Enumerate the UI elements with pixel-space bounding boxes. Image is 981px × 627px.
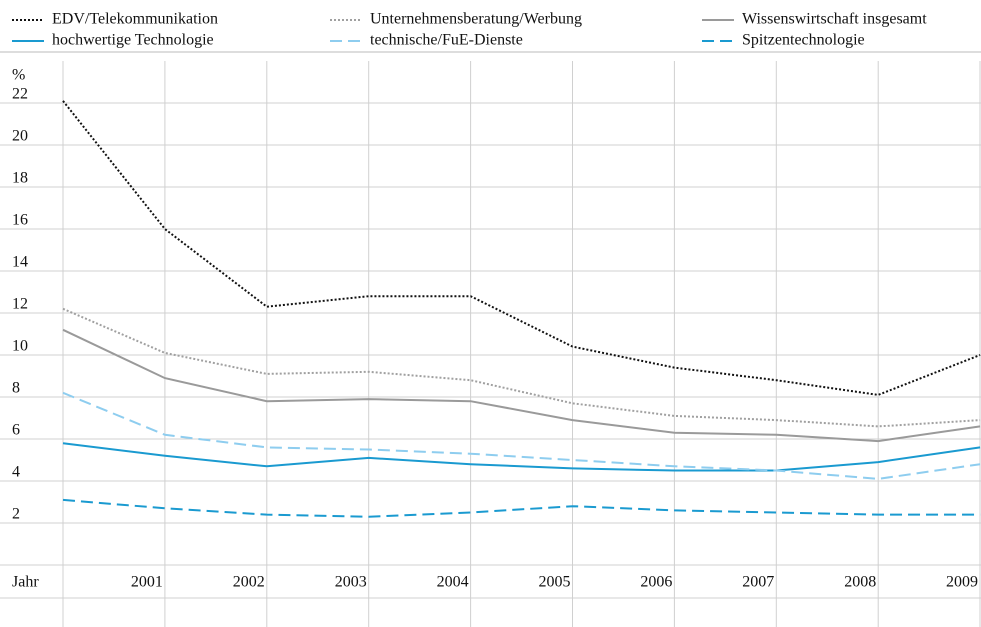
- series-line: [62, 307, 981, 428]
- legend-label: hochwertige Technologie: [52, 32, 214, 49]
- legend-label: Unternehmensberatung/Werbung: [370, 11, 582, 28]
- x-tick-label: 2001: [131, 574, 163, 591]
- y-tick-label: 14: [12, 254, 28, 271]
- x-axis-label: Jahr: [12, 574, 39, 591]
- series-line: [62, 328, 981, 443]
- x-tick-label: 2004: [437, 574, 469, 591]
- y-tick-label: 4: [12, 464, 20, 481]
- x-tick-label: 2003: [335, 574, 367, 591]
- y-tick-label: 8: [12, 380, 20, 397]
- series-line: [62, 100, 981, 396]
- y-tick-label: 18: [12, 170, 28, 187]
- y-axis-label: %: [12, 67, 25, 84]
- x-tick-label: 2009: [946, 574, 978, 591]
- x-tick-label: 2006: [640, 574, 672, 591]
- x-tick-label: 2008: [844, 574, 876, 591]
- legend-label: technische/FuE-Dienste: [370, 32, 523, 49]
- x-tick-label: 2002: [233, 574, 265, 591]
- legend-label: Wissenswirtschaft insgesamt: [742, 11, 927, 28]
- y-tick-label: 2: [12, 506, 20, 523]
- y-tick-label: 22: [12, 86, 28, 103]
- legend-label: EDV/Telekommunikation: [52, 11, 218, 28]
- y-tick-label: 16: [12, 212, 28, 229]
- series-line: [62, 498, 981, 518]
- y-tick-label: 6: [12, 422, 20, 439]
- legend-label: Spitzentechnologie: [742, 32, 865, 49]
- series-line: [62, 391, 981, 480]
- x-tick-label: 2005: [539, 574, 571, 591]
- x-tick-label: 2007: [742, 574, 774, 591]
- y-tick-label: 10: [12, 338, 28, 355]
- y-tick-label: 20: [12, 128, 28, 145]
- y-tick-label: 12: [12, 296, 28, 313]
- series-line: [62, 442, 981, 472]
